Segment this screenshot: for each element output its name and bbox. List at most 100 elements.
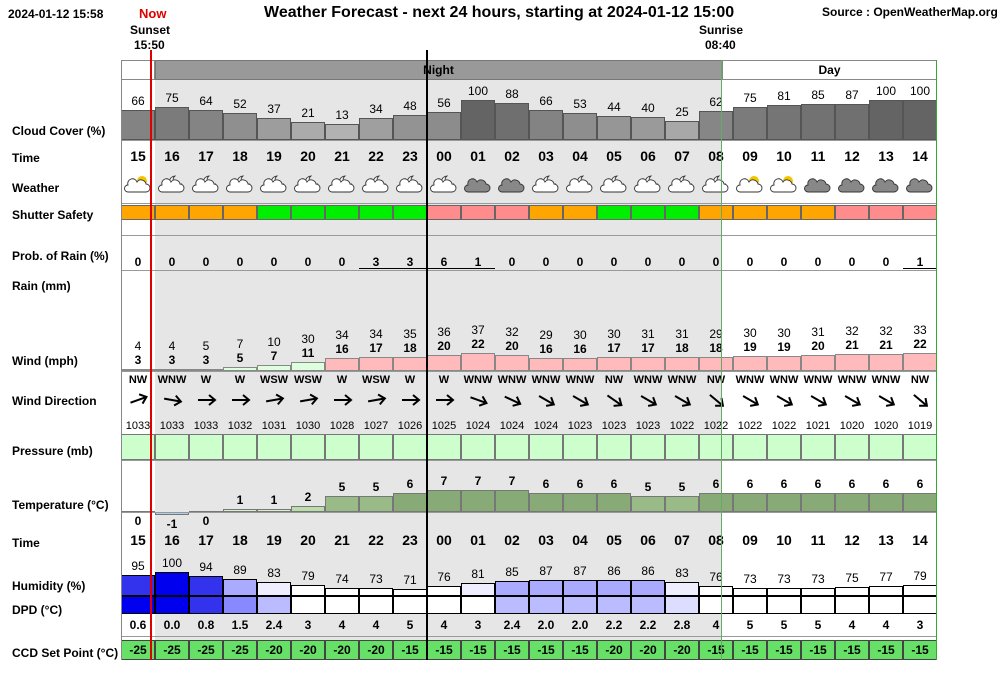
rain-prob-value: 0 — [644, 255, 652, 269]
partly-cloudy-night-icon — [597, 173, 631, 197]
pressure-cell — [665, 434, 699, 460]
partly-cloudy-night-icon — [665, 173, 699, 197]
time-cell-2: 15 — [130, 532, 146, 548]
time-cell-2: 03 — [538, 532, 554, 548]
humidity-bar — [393, 589, 427, 596]
rain-prob-value: 0 — [168, 255, 176, 269]
time-cell-2: 23 — [402, 532, 418, 548]
wind-direction-arrow-icon — [869, 390, 903, 410]
ccd-cell — [325, 640, 359, 660]
temperature-bar — [733, 493, 767, 512]
temperature-value: -1 — [166, 517, 178, 531]
sunset-label: Sunset — [130, 23, 171, 37]
wind-gust-value: 33 — [913, 323, 927, 337]
midnight-line — [426, 50, 428, 660]
pressure-value: 1024 — [533, 420, 559, 432]
rain-prob-value: 0 — [780, 255, 788, 269]
wind-speed-value: 18 — [675, 341, 689, 355]
humidity-bar — [495, 581, 529, 596]
cloud-value: 44 — [607, 100, 621, 114]
label-weather: Weather — [12, 181, 60, 195]
wind-direction-arrow-icon — [291, 390, 325, 410]
wind-gust-value: 4 — [168, 339, 176, 353]
row-divider — [121, 270, 937, 271]
label-pressure: Pressure (mb) — [12, 444, 93, 458]
dpd-bar — [325, 596, 359, 614]
pressure-cell — [189, 434, 223, 460]
temperature-value: 0 — [134, 514, 142, 528]
pressure-value: 1032 — [227, 420, 253, 432]
temperature-bar — [801, 493, 835, 512]
temperature-value: 6 — [814, 477, 822, 491]
wind-speed-value: 17 — [641, 341, 655, 355]
time-cell: 03 — [538, 148, 554, 164]
cloud-bar — [325, 124, 359, 140]
ccd-value: -20 — [605, 643, 623, 657]
dpd-value: 5 — [780, 618, 788, 632]
cloudy-icon-graphic — [498, 178, 525, 193]
temperature-bar — [597, 493, 631, 512]
pressure-value: 1023 — [601, 420, 627, 432]
wind-direction-arrow-icon — [393, 390, 427, 410]
wind-dir-label: WNW — [871, 374, 901, 386]
ccd-value: -15 — [809, 643, 827, 657]
wind-speed-value: 21 — [845, 338, 859, 352]
sunset-time: 15:50 — [134, 38, 165, 52]
time-cell: 01 — [470, 148, 486, 164]
shutter-cell — [597, 205, 631, 220]
humidity-bar — [869, 586, 903, 596]
wind-gust-value: 32 — [879, 324, 893, 338]
time-cell: 14 — [912, 148, 928, 164]
humidity-bar — [291, 585, 325, 596]
temperature-value: 1 — [236, 493, 244, 507]
dpd-value: 0.6 — [129, 618, 147, 632]
temperature-value: 6 — [916, 477, 924, 491]
time-cell-2: 09 — [742, 532, 758, 548]
shutter-cell — [665, 205, 699, 220]
partly-cloudy-night-icon — [325, 173, 359, 197]
dpd-bar — [223, 596, 257, 614]
wind-speed-value: 3 — [168, 353, 176, 367]
ccd-cell — [223, 640, 257, 660]
wind-direction-arrow-icon — [903, 390, 937, 410]
humidity-bar — [665, 582, 699, 596]
pressure-cell — [699, 434, 733, 460]
cloudy-icon-graphic — [804, 178, 831, 193]
wind-speed-value: 17 — [607, 341, 621, 355]
rain-prob-value: 0 — [610, 255, 618, 269]
time-cell-2: 19 — [266, 532, 282, 548]
humidity-value: 83 — [675, 566, 689, 580]
wind-dir-label: WSW — [259, 374, 289, 386]
wind-speed-value: 20 — [505, 339, 519, 353]
partly-cloudy-night-icon-graphic — [396, 175, 423, 193]
wind-speed-value: 19 — [743, 340, 757, 354]
wind-speed-value: 5 — [236, 351, 244, 365]
partly-cloudy-night-icon — [427, 173, 461, 197]
cloud-bar — [733, 107, 767, 140]
wind-bar — [835, 354, 869, 371]
humidity-value: 73 — [743, 572, 757, 586]
time-cell-2: 12 — [844, 532, 860, 548]
partly-cloudy-day-icon-graphic — [736, 176, 763, 193]
wind-direction-arrow-icon — [835, 390, 869, 410]
dpd-bar — [767, 596, 801, 614]
cloud-bar — [801, 104, 835, 140]
rain-prob-bar — [461, 268, 495, 269]
cloudy-icon-graphic — [464, 178, 491, 193]
cloudy-icon — [801, 173, 835, 197]
time-cell: 16 — [164, 148, 180, 164]
ccd-cell — [767, 640, 801, 660]
dpd-value: 3 — [474, 618, 482, 632]
ccd-cell — [563, 640, 597, 660]
wind-speed-value: 3 — [202, 353, 210, 367]
wind-gust-value: 37 — [471, 323, 485, 337]
dpd-value: 3 — [304, 618, 312, 632]
shutter-cell — [359, 205, 393, 220]
partly-cloudy-day-icon-graphic — [124, 176, 151, 193]
time-cell-2: 05 — [606, 532, 622, 548]
row-divider — [121, 512, 937, 513]
dpd-bar — [393, 596, 427, 614]
partly-cloudy-day-icon-graphic — [770, 176, 797, 193]
cloud-value: 88 — [505, 87, 519, 101]
temperature-value: 6 — [712, 477, 720, 491]
